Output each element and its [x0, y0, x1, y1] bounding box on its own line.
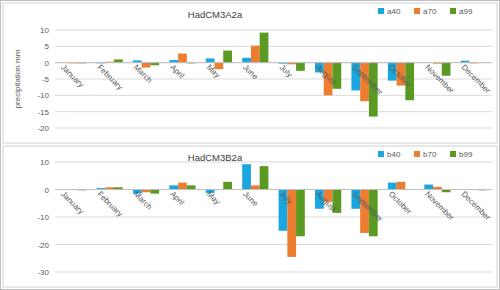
x-tick-label: May	[205, 63, 222, 80]
x-tick-label: January	[59, 190, 85, 216]
bar	[242, 58, 251, 63]
grid-line	[55, 79, 492, 80]
x-tick-label: April	[168, 190, 186, 208]
panel-border	[3, 3, 497, 143]
bar	[223, 51, 232, 63]
bar	[251, 46, 260, 63]
x-tick-label: December	[460, 63, 493, 96]
bar	[397, 182, 406, 190]
y-tick-label: 5	[45, 42, 50, 51]
bar	[169, 185, 178, 189]
x-tick-label: September	[350, 190, 384, 224]
y-tick-label: 0	[45, 59, 50, 68]
grid-line	[55, 244, 492, 245]
chart-panel: -30 -20 -10 0 10 HadCM3B2a January February Marc…	[3, 146, 497, 287]
grid-line	[55, 128, 492, 129]
chart-title: HadCM3A2a	[188, 9, 243, 20]
x-tick-label: June	[241, 190, 260, 209]
bar	[296, 63, 305, 71]
bar	[178, 183, 187, 190]
x-tick-label: July	[278, 190, 294, 206]
x-tick-label: June	[241, 63, 260, 82]
bar	[442, 63, 451, 76]
grid-line	[55, 111, 492, 112]
x-tick-label: October	[387, 63, 414, 90]
bar	[424, 185, 433, 190]
bar	[296, 190, 305, 237]
x-tick-label: November	[423, 190, 456, 223]
x-tick-label: November	[423, 63, 456, 96]
grid-line	[55, 62, 492, 63]
bar	[223, 182, 232, 190]
grid-line	[55, 272, 492, 273]
legend-label: b40	[387, 150, 401, 159]
legend-swatch	[378, 151, 384, 157]
grid-line	[55, 30, 492, 31]
bar	[206, 58, 215, 62]
y-axis-label: precipitation mm	[13, 49, 22, 108]
bar	[260, 33, 269, 63]
y-tick-label: -10	[37, 91, 49, 100]
grid-line	[55, 162, 492, 163]
y-tick-label: 10	[40, 158, 49, 167]
bar	[251, 185, 260, 189]
x-axis-line	[55, 62, 492, 63]
x-tick-label: August	[314, 190, 339, 215]
bar	[150, 190, 159, 194]
y-tick-label: -30	[37, 268, 49, 277]
figure: -20 -15 -10 -5 0 5 10 precipitation mm HadCM3A2a…	[0, 0, 500, 290]
bar	[388, 183, 397, 190]
legend-swatch	[450, 151, 456, 157]
bar	[260, 166, 269, 189]
legend-label: b99	[459, 150, 473, 159]
legend: b40 b70 b99	[378, 150, 473, 159]
legend-label: a70	[423, 7, 437, 16]
grid-line	[55, 189, 492, 190]
legend-label: a40	[387, 7, 401, 16]
x-tick-label: April	[168, 63, 186, 81]
x-tick-label: May	[205, 190, 222, 207]
y-tick-label: -5	[42, 75, 50, 84]
x-tick-label: March	[132, 190, 154, 212]
chart-title: HadCM3B2a	[188, 152, 243, 163]
bars	[69, 33, 478, 117]
y-tick-label: 10	[40, 26, 49, 35]
y-tick-label: -15	[37, 108, 49, 117]
chart-panel: -20 -15 -10 -5 0 5 10 precipitation mm HadCM3A2a…	[3, 3, 497, 143]
y-tick-label: -20	[37, 241, 49, 250]
legend-swatch	[450, 8, 456, 14]
x-tick-label: July	[278, 63, 294, 79]
y-tick-label: -20	[37, 124, 49, 133]
legend-label: b70	[423, 150, 437, 159]
legend-swatch	[414, 151, 420, 157]
y-tick-label: 0	[45, 186, 50, 195]
panel-border	[3, 146, 497, 287]
legend: a40 a70 a99	[378, 7, 473, 16]
grid-line	[55, 95, 492, 96]
bars	[69, 164, 487, 257]
bar	[187, 185, 196, 189]
x-tick-label: March	[132, 63, 154, 85]
x-tick-label: February	[95, 63, 124, 92]
x-tick-label: December	[460, 190, 493, 223]
x-tick-label: January	[59, 63, 85, 89]
grid-line	[55, 46, 492, 47]
bar	[242, 164, 251, 189]
x-tick-label: February	[95, 190, 124, 219]
legend-swatch	[414, 8, 420, 14]
figure-border	[1, 1, 500, 290]
x-tick-label: October	[387, 190, 414, 217]
x-tick-label: September	[350, 63, 384, 97]
y-tick-label: -10	[37, 213, 49, 222]
grid-line	[55, 217, 492, 218]
x-axis-line	[55, 189, 492, 190]
x-tick-label: August	[314, 63, 339, 88]
legend-label: a99	[459, 7, 473, 16]
bar	[178, 54, 187, 63]
legend-swatch	[378, 8, 384, 14]
